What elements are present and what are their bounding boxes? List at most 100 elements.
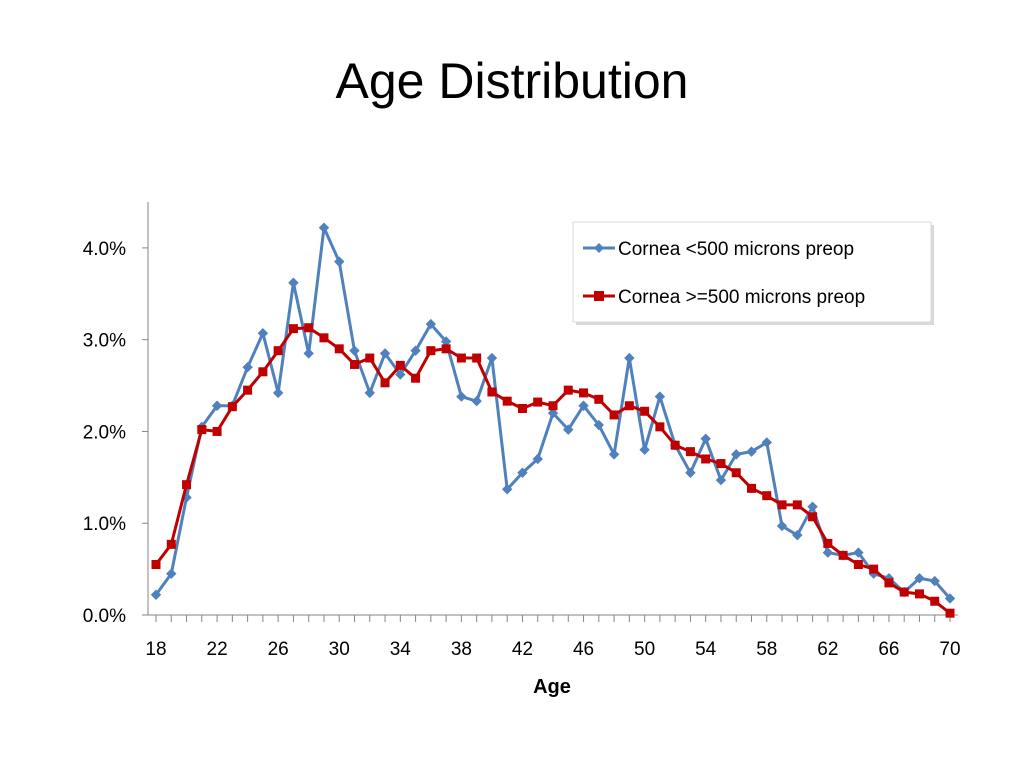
data-point [487,387,497,397]
data-point [273,346,283,356]
data-point [212,426,222,436]
x-tick-label: 30 [329,639,350,660]
data-point [150,589,162,601]
data-point [563,385,573,395]
data-point [685,447,695,457]
data-point [334,256,345,267]
y-tick-label: 2.0% [83,422,126,443]
legend-label-1: Cornea <500 microns preop [618,239,854,260]
x-tick-label: 62 [817,639,838,660]
x-tick-label: 50 [634,639,655,660]
data-point [716,459,726,469]
data-point [547,407,559,419]
data-point [395,360,405,370]
data-point [272,387,284,399]
data-point [747,483,756,493]
x-tick-label: 26 [268,639,289,660]
legend-marker-1 [594,243,604,253]
data-point [700,433,711,444]
y-tick-label: 4.0% [83,239,126,260]
series-line-2 [154,326,951,615]
data-point [517,467,528,478]
data-point [349,345,360,356]
data-point [425,318,437,330]
data-point [182,480,192,490]
data-point [548,401,558,411]
data-point [838,550,848,560]
data-point [227,402,237,412]
data-point [533,397,543,407]
data-point [334,344,344,354]
data-point [929,575,940,587]
data-point [288,277,299,288]
data-point [502,396,512,406]
data-point [380,378,390,388]
page-title: Age Distribution [335,53,689,109]
data-point [853,547,864,558]
data-point [624,352,635,364]
data-point [853,560,863,570]
data-point [869,564,879,574]
data-point [288,324,298,334]
data-point [243,385,253,395]
data-point [151,560,161,570]
data-point [808,512,818,522]
data-point [166,568,177,579]
data-point [914,573,925,584]
data-point [777,500,787,510]
x-tick-label: 66 [878,639,899,660]
data-point [532,453,543,465]
y-tick-label: 3.0% [83,331,126,352]
data-point [257,328,269,339]
data-point [472,353,482,363]
data-point [731,468,741,478]
data-point [731,449,742,460]
x-tick-label: 58 [756,639,777,660]
data-point [303,348,314,359]
data-point [624,401,634,411]
data-point [579,388,589,398]
x-tick-label: 54 [695,639,717,660]
data-point [670,440,680,450]
data-point [578,400,589,411]
x-tick-label: 42 [512,639,533,660]
x-tick-label: 22 [207,639,228,660]
y-tick-label: 0.0% [83,606,126,627]
data-point [914,589,924,599]
x-tick-label: 34 [390,639,412,660]
data-point [593,419,605,431]
data-point [792,529,803,541]
data-point [792,500,802,510]
data-point [350,359,359,369]
data-point [456,391,467,402]
data-point [609,410,619,420]
data-point [776,520,788,532]
data-point [379,348,391,359]
data-point [701,454,711,464]
data-point [945,608,955,618]
data-point [258,367,268,377]
data-point [654,391,666,402]
data-point [640,406,650,416]
data-point [318,222,330,233]
legend-box [572,221,932,323]
data-point [807,501,818,512]
x-tick-label: 70 [939,639,960,660]
data-point [426,346,436,356]
x-tick-label: 38 [451,639,472,660]
legend-marker-2 [594,291,604,301]
data-point [395,369,406,380]
data-point [761,437,772,448]
data-point [639,444,650,456]
data-point [166,539,176,549]
data-point [884,578,894,588]
data-point [899,587,909,597]
data-point [685,467,696,478]
data-point [517,404,527,413]
data-point [608,449,620,460]
data-point [364,387,375,399]
x-tick-label: 46 [573,639,594,660]
data-point [197,425,207,435]
data-point [944,593,956,604]
